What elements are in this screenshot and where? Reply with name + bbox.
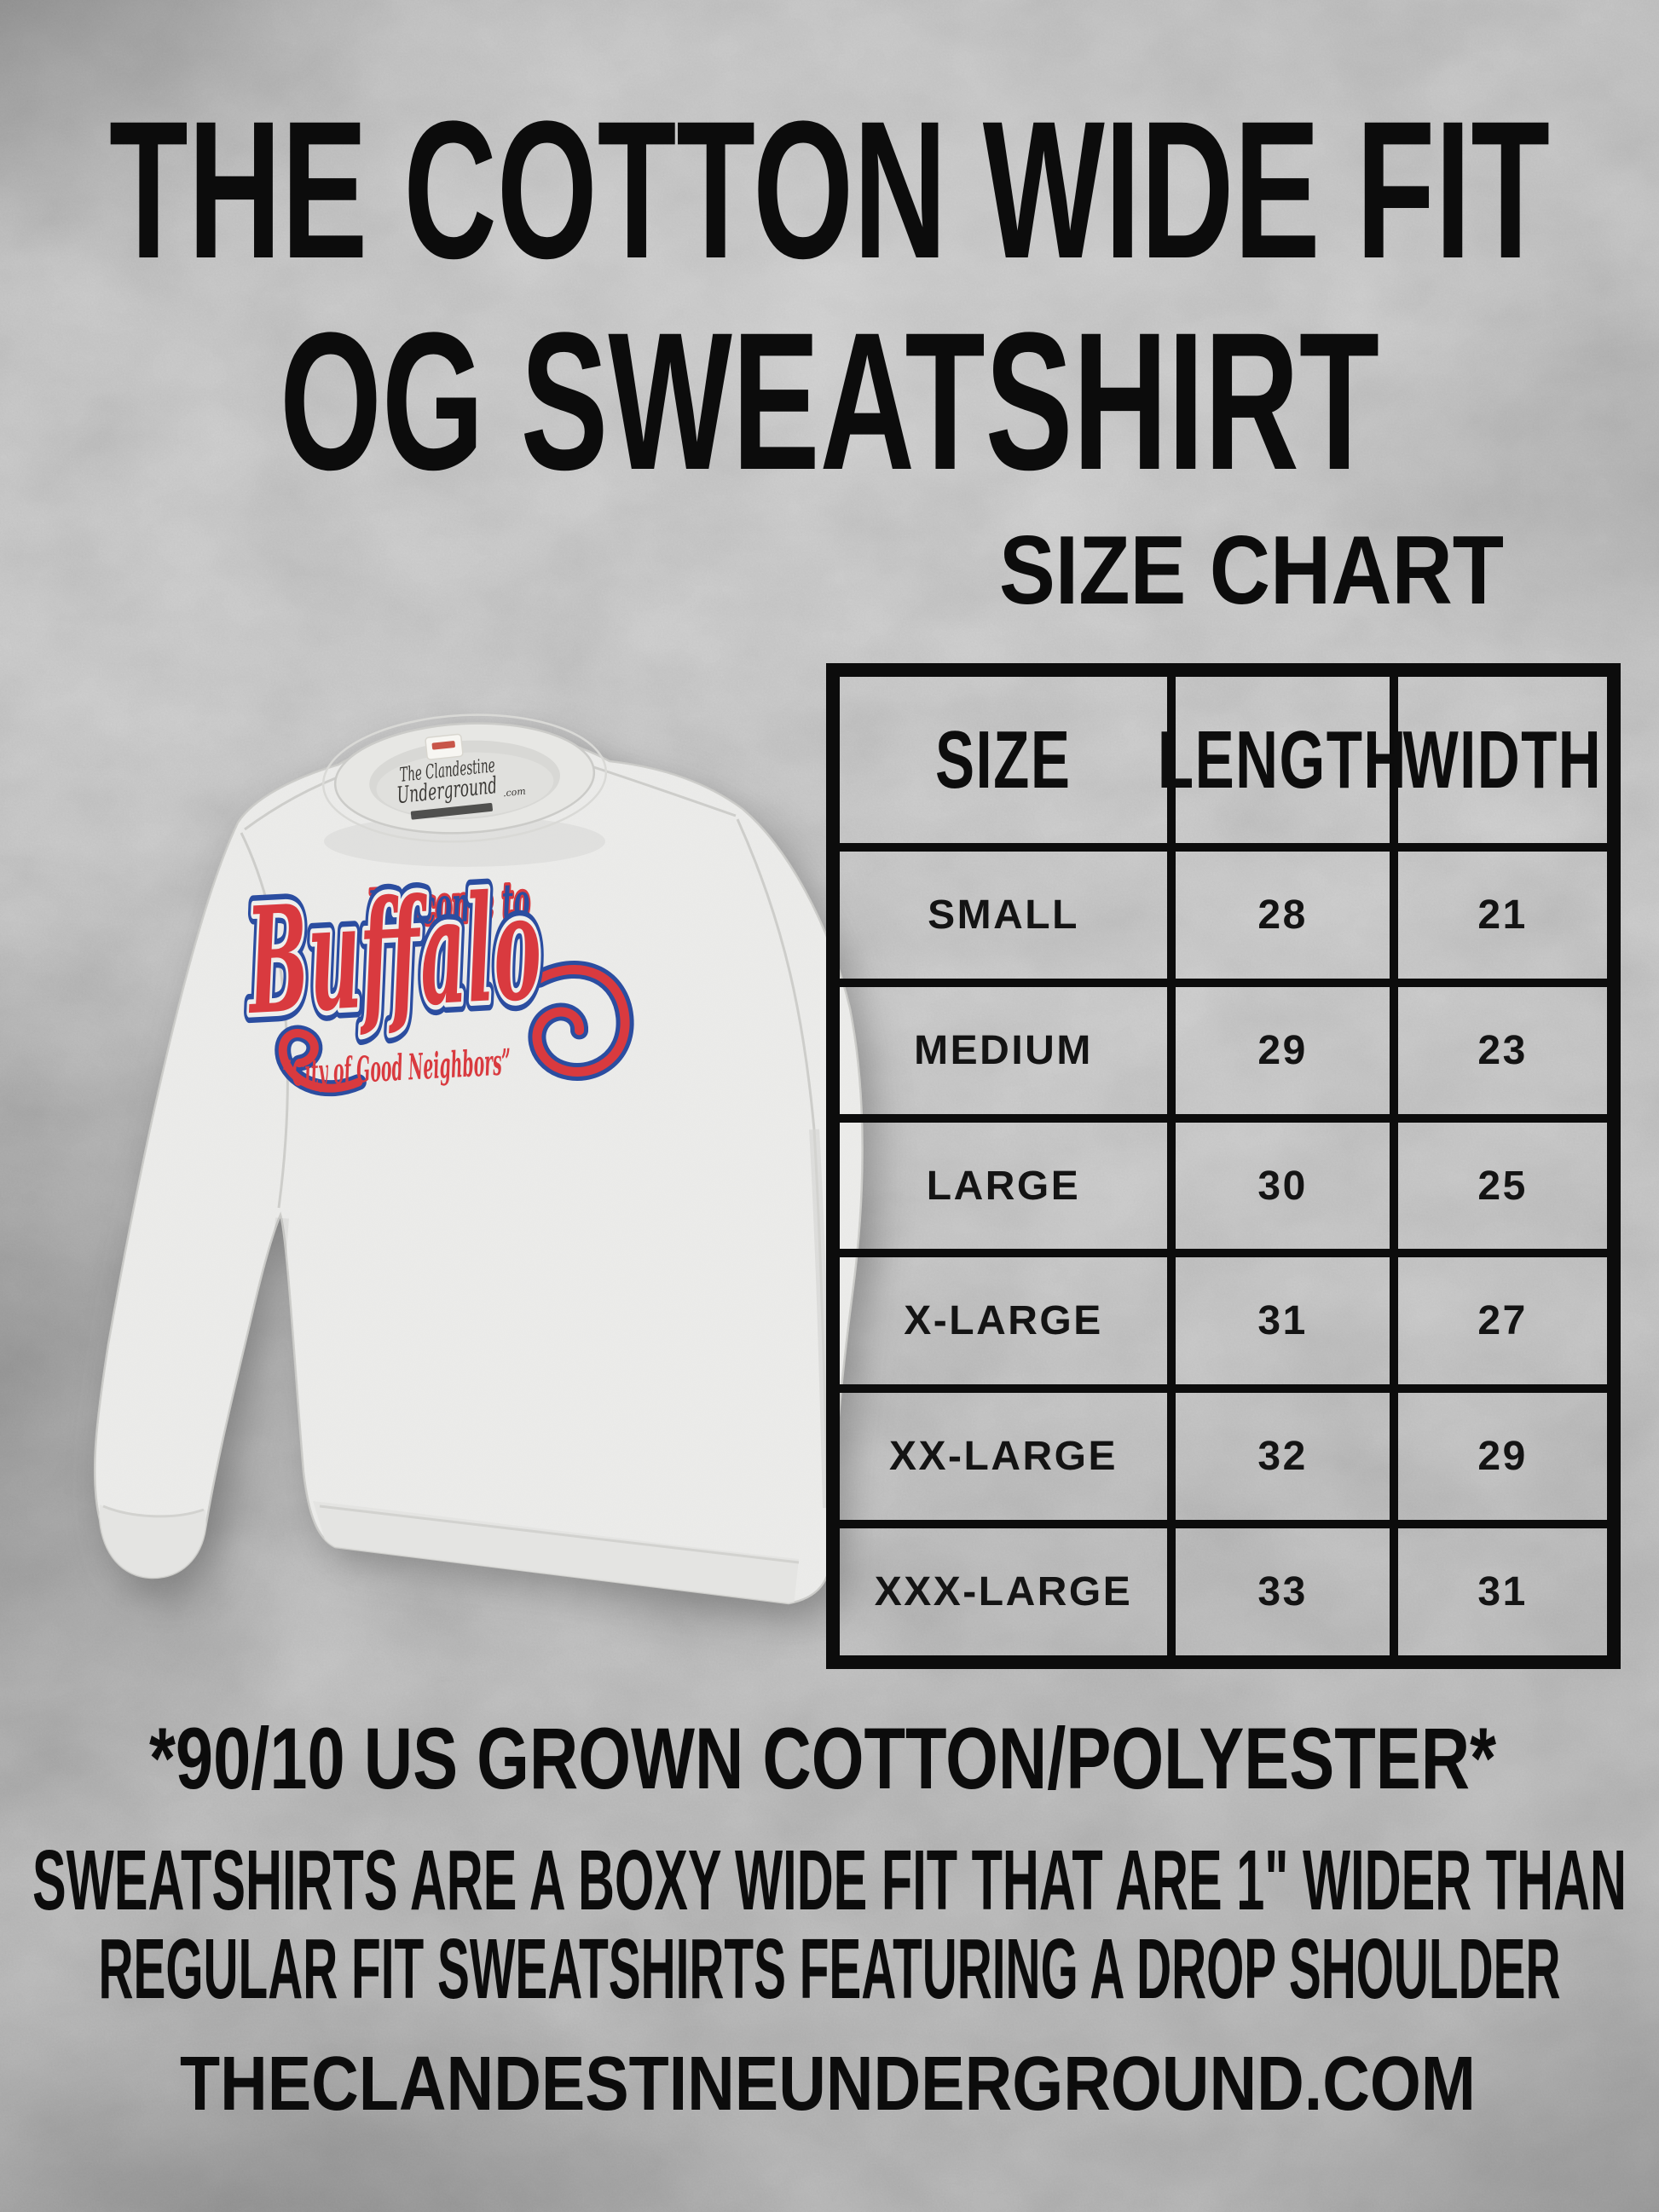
graphic-underswash [278,1029,363,1093]
cell-xlarge-size: X-LARGE [835,1253,1172,1389]
graphic-buffalo-outline: Buffalo [241,859,546,1048]
column-header-width-label: WIDTH [1402,713,1603,806]
left-armhole-seam [240,832,289,1209]
cell-medium-size: MEDIUM [835,982,1172,1118]
cell-small-length: 28 [1171,847,1395,983]
graphic-welcome-outline: Welcome to [368,872,531,939]
cell-xlarge-length: 31 [1171,1253,1395,1389]
cell-xxlarge-width: 29 [1394,1389,1611,1525]
cell-xlarge-width: 27 [1394,1253,1611,1389]
column-header-length: LENGTH [1158,673,1407,847]
cell-xxlarge-size: XX-LARGE [835,1389,1172,1525]
graphic-welcome-fill: Welcome to [368,872,531,939]
cell-large-length: 30 [1171,1118,1395,1254]
cell-xxxlarge-size: XXX-LARGE [835,1524,1172,1660]
graphic-buffalo-fill: Buffalo [241,859,546,1048]
cell-medium-width: 23 [1394,982,1611,1118]
collar-inner-fabric [376,752,554,818]
cell-xxxlarge-width: 31 [1394,1524,1611,1660]
cuff-ribbing [95,1505,209,1583]
collar-stitch-ring [321,713,608,843]
cell-medium-length: 29 [1171,982,1395,1118]
cell-xxlarge-length: 32 [1171,1389,1395,1525]
product-photo-sweatshirt: The Clandestine Underground .com Welcome… [93,713,864,1605]
graphic-buffalo-midline: Buffalo [241,859,546,1048]
chest-graphic: Welcome to Welcome to Buffalo Buffalo Bu… [231,849,634,1097]
care-tag-logo-mark [431,741,455,750]
hem-ribbing [313,1501,799,1603]
neck-label-brand-suffix: .com [502,786,526,800]
neck-label: The Clandestine Underground .com [396,733,526,820]
column-header-width: WIDTH [1394,673,1611,847]
cell-large-width: 25 [1394,1118,1611,1254]
sweatshirt-fabric-details [95,727,863,1603]
column-header-size: SIZE [835,673,1172,847]
cell-xxxlarge-length: 33 [1171,1524,1395,1660]
hem-stitch-line [319,1505,800,1564]
collar [321,713,608,843]
cell-small-width: 21 [1394,847,1611,983]
cell-small-size: SMALL [835,847,1172,983]
cuff-stitch-line [102,1505,205,1518]
right-shoulder-seam [580,761,737,817]
graphic-swirl [532,965,630,1077]
neck-label-fine-print-bar [410,802,493,820]
column-header-length-label: LENGTH [1158,713,1408,806]
size-chart-table: SIZE LENGTH WIDTH SMALL 28 21 MEDIUM 29 … [826,663,1621,1669]
cell-large-size: LARGE [835,1118,1172,1254]
column-header-size-label: SIZE [935,713,1072,806]
right-armhole-seam [736,818,816,1130]
